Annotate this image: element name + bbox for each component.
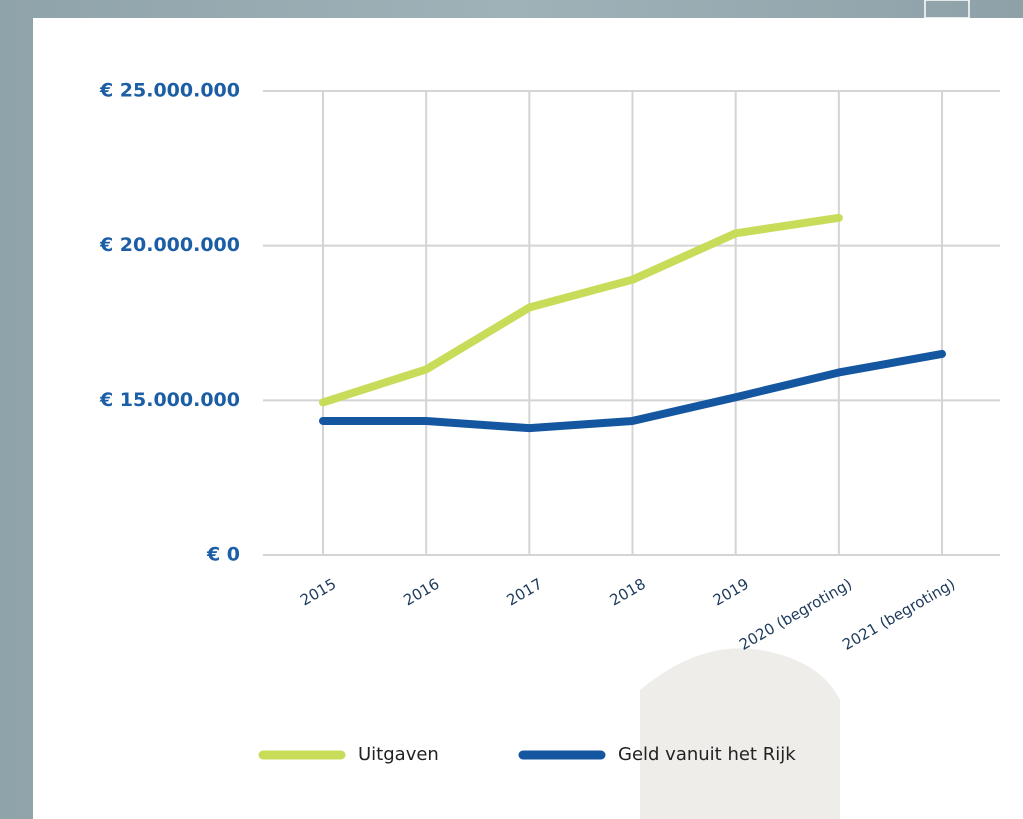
x-tick-label: 2020 (begroting) (736, 575, 855, 654)
y-tick-label: € 20.000.000 (99, 234, 240, 256)
panel (33, 18, 1023, 819)
legend-label: Uitgaven (358, 744, 439, 765)
watermark (640, 648, 840, 819)
x-tick-label: 2021 (begroting) (839, 575, 958, 654)
x-tick-label: 2017 (504, 575, 546, 610)
corner-box (924, 0, 970, 19)
y-tick-label: € 25.000.000 (99, 80, 240, 102)
x-tick-label: 2018 (607, 575, 649, 610)
x-tick-label: 2015 (297, 575, 339, 610)
series-line (319, 349, 946, 433)
legend-label: Geld vanuit het Rijk (618, 744, 796, 765)
series-line (319, 213, 843, 407)
y-tick-label: € 15.000.000 (99, 389, 240, 411)
y-tick-label: € 0 (206, 544, 240, 566)
x-tick-label: 2016 (400, 575, 442, 610)
x-tick-label: 2019 (710, 575, 752, 610)
